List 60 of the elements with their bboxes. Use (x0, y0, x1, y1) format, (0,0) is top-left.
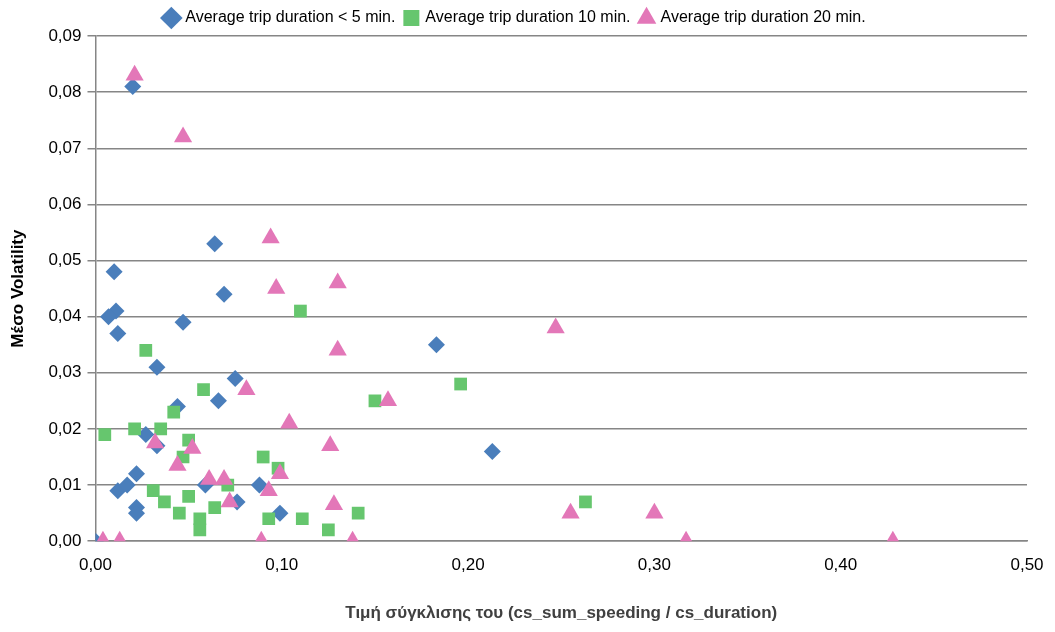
x-tick-label: 0,00 (78, 555, 113, 575)
x-tick-label: 0,10 (265, 555, 299, 575)
point (250, 476, 268, 494)
point (139, 343, 153, 357)
y-tick-label: 0,00 (48, 530, 82, 550)
point (209, 392, 227, 410)
y-tick-label: 0,09 (48, 25, 82, 45)
point (172, 506, 186, 520)
point (124, 78, 142, 96)
point (128, 422, 141, 436)
legend-label: Average trip duration 10 min. (425, 8, 631, 26)
point (193, 512, 207, 526)
point (127, 465, 145, 483)
y-tick-label: 0,07 (48, 137, 82, 157)
point (271, 504, 289, 522)
point (148, 358, 166, 376)
point (105, 263, 123, 281)
y-tick-label: 0,03 (48, 362, 82, 382)
point (262, 512, 276, 526)
point (322, 523, 335, 537)
y-tick-label: 0,05 (48, 250, 82, 270)
legend-label: Average trip duration < 5 min. (185, 8, 396, 26)
point (483, 442, 501, 460)
point (256, 450, 270, 464)
point (351, 506, 365, 520)
point (174, 313, 192, 331)
y-tick-label: 0,08 (48, 81, 82, 101)
legend-label: Average trip duration 20 min. (660, 8, 866, 26)
point (137, 426, 155, 444)
y-tick-label: 0,02 (48, 418, 82, 438)
point (215, 285, 233, 303)
point (454, 377, 467, 391)
y-axis-title: Μέσο Volatility (7, 228, 27, 348)
point (146, 484, 160, 498)
point (182, 489, 195, 503)
x-axis-title: Τιμή σύγκλισης του (cs_sum_speeding / cs_duration) (345, 603, 778, 623)
point (208, 501, 222, 514)
x-tick-label: 0,20 (451, 555, 485, 575)
point (206, 235, 224, 253)
point (158, 495, 171, 509)
point (109, 482, 127, 500)
point (427, 336, 445, 354)
point (100, 308, 118, 326)
x-tick-label: 0,30 (637, 555, 671, 575)
x-tick-label: 0,40 (824, 555, 858, 575)
point (295, 512, 309, 526)
point (98, 428, 112, 441)
point (109, 325, 127, 343)
point (154, 422, 168, 436)
point (294, 304, 307, 318)
y-tick-label: 0,04 (48, 306, 82, 326)
y-tick-label: 0,06 (48, 194, 82, 214)
point (193, 523, 207, 537)
point (226, 369, 244, 387)
point (118, 476, 136, 494)
point (167, 405, 181, 419)
x-tick-label: 0,50 (1010, 555, 1044, 575)
point (579, 495, 592, 509)
y-tick-label: 0,01 (48, 474, 82, 494)
point (197, 383, 210, 396)
